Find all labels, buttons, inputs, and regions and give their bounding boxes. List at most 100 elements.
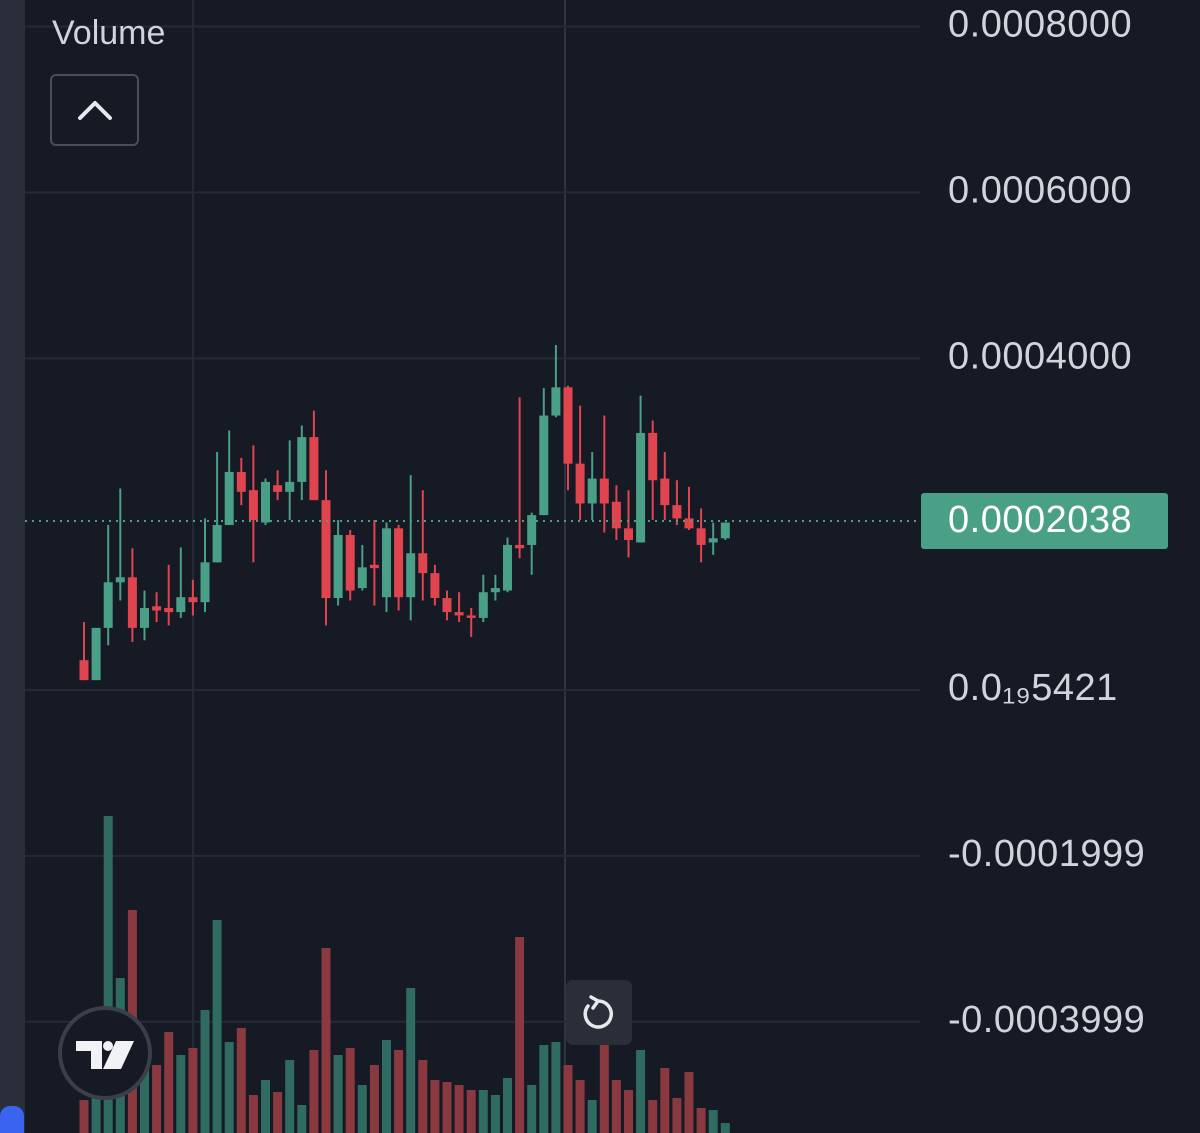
scroll-handle[interactable] <box>0 1106 24 1133</box>
volume-bar <box>200 1010 210 1133</box>
candle-body <box>248 490 258 521</box>
candle-body <box>418 553 428 574</box>
candle-body <box>127 577 137 628</box>
candle-body <box>624 528 633 540</box>
volume-bar <box>503 1078 512 1133</box>
volume-bar <box>660 1068 670 1133</box>
candle-body <box>394 528 404 598</box>
candle-body <box>466 615 476 618</box>
volume-bar <box>490 1095 500 1133</box>
volume-bar <box>152 1065 162 1133</box>
volume-bar <box>357 1085 367 1133</box>
volume-bar <box>369 1065 379 1133</box>
volume-bar <box>236 1028 246 1133</box>
y-tick-label: 0.0006000 <box>948 169 1132 211</box>
volume-bar <box>418 1060 428 1133</box>
y-tick-label: 0.0008000 <box>948 4 1132 46</box>
candle-body <box>224 471 234 526</box>
candle-body <box>660 478 670 506</box>
volume-bar <box>454 1085 464 1133</box>
volume-bar <box>599 1020 609 1133</box>
y-tick-label: 0.0₁₉5421 <box>948 667 1118 709</box>
candle-body <box>563 387 573 464</box>
volume-bar <box>551 1042 561 1133</box>
y-tick-label: -0.0003999 <box>948 999 1145 1041</box>
candle-body <box>176 597 186 613</box>
candle-body <box>490 588 500 593</box>
candle-body <box>345 534 355 591</box>
candle-body <box>648 432 658 481</box>
volume-bar <box>103 816 113 1133</box>
volume-bar <box>382 1040 391 1133</box>
candle-body <box>357 567 367 589</box>
volume-bar <box>91 1098 101 1133</box>
candle-body <box>382 528 391 598</box>
candle-body <box>103 582 113 628</box>
candle-body <box>212 525 222 563</box>
volume-bar <box>442 1082 452 1133</box>
volume-bar <box>720 1123 730 1133</box>
volume-bar <box>140 1040 149 1133</box>
candle-body <box>91 627 101 681</box>
logo-mark <box>76 1041 134 1069</box>
y-tick-label: -0.0001999 <box>948 833 1145 875</box>
candle-body <box>720 522 730 539</box>
y-tick-label: 0.0004000 <box>948 335 1132 377</box>
candle-body <box>515 544 525 549</box>
volume-bar <box>648 1100 658 1133</box>
volume-bar <box>345 1048 355 1133</box>
candle-body <box>527 515 537 545</box>
volume-bar <box>297 1105 307 1133</box>
pane-label: Volume <box>52 14 165 52</box>
candle-body <box>539 415 549 516</box>
volume-bar <box>587 1100 597 1133</box>
candle-body <box>188 597 198 603</box>
volume-bar <box>188 1048 198 1133</box>
volume-bar <box>696 1108 706 1133</box>
price-axis: 0.0008000 0.0006000 0.0004000 0.0₁₉5421 -0.0… <box>921 4 1168 1041</box>
volume-bar <box>478 1090 488 1133</box>
logo-dot <box>103 1041 113 1051</box>
candle-body <box>575 463 585 504</box>
volume-bar <box>515 937 525 1133</box>
candle-body <box>551 387 561 416</box>
volume-bar <box>575 1080 585 1133</box>
candle-body <box>684 518 694 529</box>
reset-arrow <box>589 995 600 1010</box>
volume-bar <box>708 1110 718 1133</box>
tradingview-logo[interactable] <box>58 1006 152 1100</box>
volume-bar <box>406 988 416 1133</box>
volume-bar <box>176 1055 186 1133</box>
last-price-box <box>921 493 1168 550</box>
volume-bar <box>466 1090 476 1133</box>
candle-body <box>611 501 621 529</box>
volume-bar <box>539 1045 549 1133</box>
collapse-button-frame[interactable] <box>50 74 139 146</box>
last-price-label: 0.0002038 <box>948 499 1132 541</box>
volume-bar <box>636 1050 646 1133</box>
volume-bar <box>527 1085 537 1133</box>
collapse-button[interactable] <box>50 74 139 146</box>
left-edge <box>0 0 25 1133</box>
candle-body <box>708 538 718 543</box>
volume-bar <box>624 1090 633 1133</box>
candle-body <box>79 660 89 681</box>
candle-body <box>273 485 283 492</box>
candle-body <box>442 598 452 613</box>
candle-body <box>321 500 331 599</box>
reset-button[interactable] <box>566 980 632 1045</box>
candle-body <box>200 562 210 603</box>
reset-button-frame[interactable] <box>566 980 632 1045</box>
candle-body <box>599 478 609 504</box>
candle-body <box>672 505 682 519</box>
volume-bar <box>285 1060 295 1133</box>
volume-bar <box>321 948 331 1133</box>
reset-icon <box>583 999 613 1029</box>
candle-body <box>369 564 379 569</box>
candle-body <box>454 612 464 616</box>
candle-body <box>261 481 270 523</box>
volume-bar <box>248 1095 258 1133</box>
